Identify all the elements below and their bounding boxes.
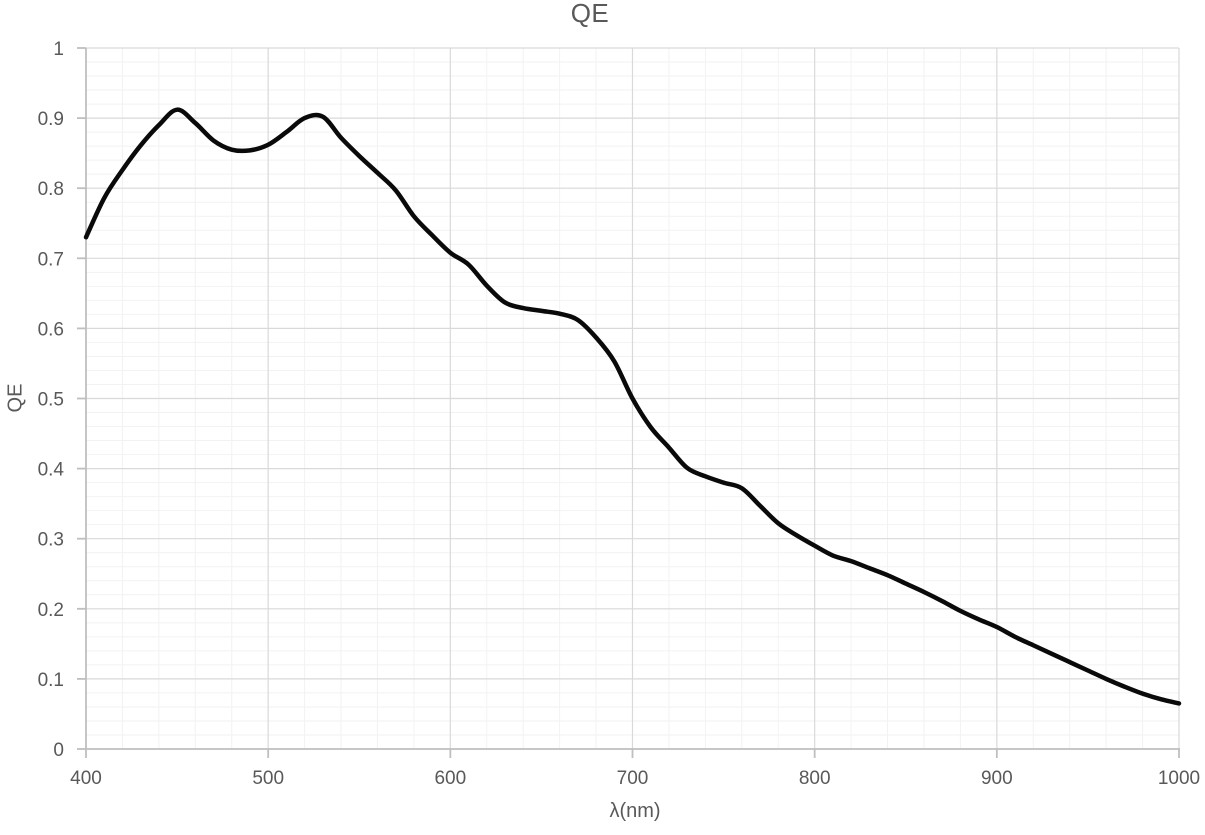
x-tick-label: 1000 [1158, 768, 1200, 789]
y-tick-label: 1 [53, 39, 64, 60]
y-tick-label: 0.7 [38, 249, 64, 270]
qe-curve [83, 107, 1182, 706]
y-tick-label: 0.2 [38, 600, 64, 621]
x-tick-label: 800 [799, 768, 831, 789]
major-gridlines [86, 47, 1180, 749]
chart-title: QE [570, 0, 610, 28]
x-tick-label: 400 [70, 768, 102, 789]
y-tick-label: 0.5 [38, 390, 64, 411]
y-tick-label: 0.4 [38, 460, 65, 481]
x-axis-title: λ(nm) [609, 800, 661, 822]
y-tick-label: 0 [53, 740, 64, 761]
x-tick-label: 700 [617, 768, 649, 789]
x-tick-label: 900 [981, 768, 1013, 789]
y-tick-label: 0.9 [38, 109, 64, 130]
x-tick-label: 600 [434, 768, 466, 789]
y-tick-label: 0.1 [38, 670, 64, 691]
y-tick-label: 0.6 [38, 319, 64, 340]
tick-marks [77, 47, 1180, 758]
y-tick-label: 0.8 [38, 179, 64, 200]
y-tick-labels: 0 0.1 0.2 0.3 0.4 0.5 0.6 0.7 0.8 0.9 1 [38, 39, 65, 761]
x-tick-labels: 400 500 600 700 800 900 1000 [70, 768, 1200, 789]
x-tick-label: 500 [252, 768, 284, 789]
y-tick-label: 0.3 [38, 530, 64, 551]
